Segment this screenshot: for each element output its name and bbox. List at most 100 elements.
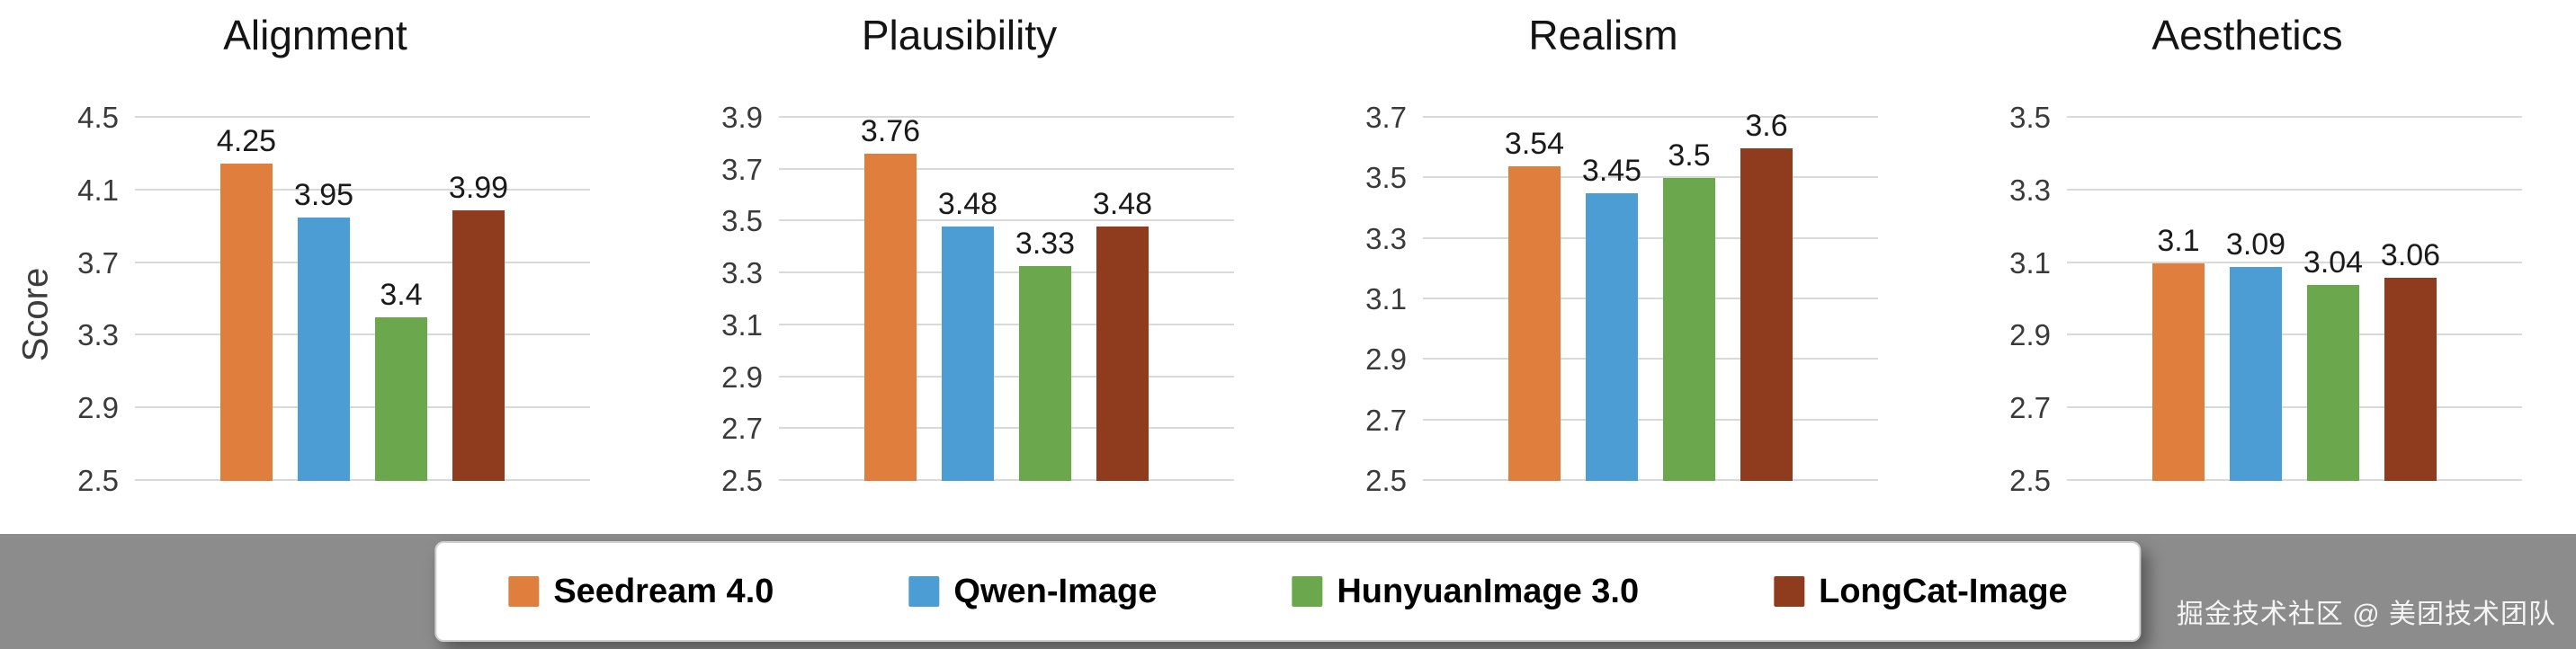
bar bbox=[2152, 262, 2205, 481]
legend-item-hunyuanimage-3-0: HunyuanImage 3.0 bbox=[1292, 573, 1639, 611]
bar-value-label: 3.09 bbox=[2225, 227, 2286, 262]
legend: Seedream 4.0 Qwen-Image HunyuanImage 3.0 Lo… bbox=[434, 541, 2142, 642]
chart-title: Aesthetics bbox=[2151, 12, 2343, 58]
legend-label: LongCat-Image bbox=[1819, 572, 2068, 610]
y-axis-tick-label: 2.7 bbox=[721, 412, 763, 446]
gridline bbox=[135, 188, 590, 191]
y-axis-tick-label: 2.5 bbox=[721, 464, 763, 497]
bar-qwen-image: 3.45 bbox=[1582, 118, 1641, 481]
plot-area: 3.1 3.09 3.04 3.06 bbox=[2067, 116, 2522, 481]
y-axis-tick-label: 3.3 bbox=[1365, 221, 1407, 255]
legend-item-qwen-image: Qwen-Image bbox=[908, 573, 1157, 611]
bar bbox=[864, 154, 917, 481]
bar-value-label: 3.1 bbox=[2157, 223, 2200, 258]
legend-label: HunyuanImage 3.0 bbox=[1337, 572, 1640, 610]
bar-group: 3.1 3.09 3.04 3.06 bbox=[2067, 118, 2522, 481]
bar-qwen-image: 3.95 bbox=[294, 118, 353, 481]
gridline bbox=[1423, 116, 1878, 118]
plot-area: 4.25 3.95 3.4 3.99 bbox=[135, 116, 590, 481]
y-axis-tick-label: 2.9 bbox=[2009, 318, 2051, 352]
plot-row: 2.5 2.7 2.9 3.1 3.3 3.5 3.7 3.9 3.76 3.48 3.33 3.48 bbox=[684, 102, 1234, 496]
y-axis-tick-label: 3.9 bbox=[721, 101, 763, 134]
bar-value-label: 3.45 bbox=[1581, 154, 1642, 189]
bar bbox=[942, 227, 994, 481]
gridline bbox=[779, 479, 1234, 481]
y-axis-tick-label: 3.7 bbox=[77, 245, 119, 280]
bar-hunyuanimage-3-0: 3.33 bbox=[1015, 118, 1075, 481]
legend-label: Seedream 4.0 bbox=[553, 572, 774, 610]
plot-row: 2.5 2.9 3.3 3.7 4.1 4.5 4.25 3.95 3.4 3.99 bbox=[40, 102, 590, 496]
y-axis-tick-label: 3.3 bbox=[721, 256, 763, 290]
gridline bbox=[779, 271, 1234, 274]
bar-group: 3.76 3.48 3.33 3.48 bbox=[779, 114, 1234, 481]
y-axis-tick-label: 2.5 bbox=[77, 464, 119, 497]
gridline bbox=[2067, 406, 2522, 409]
chart-panel-plausibility: Plausibility 2.5 2.7 2.9 3.1 3.3 3.5 3.7 3.9 3.76… bbox=[644, 0, 1288, 496]
y-axis-tick-label: 3.5 bbox=[1365, 161, 1407, 195]
chart-panel-realism: Realism 2.5 2.7 2.9 3.1 3.3 3.5 3.7 3.54 3.45 3.5 3… bbox=[1288, 0, 1932, 496]
bar-group: 4.25 3.95 3.4 3.99 bbox=[135, 118, 590, 481]
gridline bbox=[1423, 479, 1878, 481]
y-axis-tick-label: 3.1 bbox=[721, 307, 763, 342]
y-axis-tick-label: 3.1 bbox=[2009, 245, 2051, 280]
gridline bbox=[135, 333, 590, 336]
bar-value-label: 3.6 bbox=[1745, 108, 1788, 143]
bar-seedream-4-0: 4.25 bbox=[216, 118, 277, 481]
bar-longcat-image: 3.99 bbox=[448, 118, 509, 481]
legend-swatch bbox=[1292, 576, 1323, 607]
bar-value-label: 3.54 bbox=[1504, 126, 1565, 161]
y-axis-tick-label: 2.7 bbox=[1365, 403, 1407, 437]
watermark: 掘金技术社区 @ 美团技术团队 bbox=[2176, 600, 2556, 629]
bar-value-label: 3.04 bbox=[2303, 244, 2364, 280]
gridline bbox=[779, 167, 1234, 170]
gridline bbox=[779, 375, 1234, 378]
legend-label: Qwen-Image bbox=[953, 572, 1158, 610]
bar-seedream-4-0: 3.54 bbox=[1504, 118, 1565, 481]
gridline bbox=[135, 479, 590, 481]
y-axis-tick-label: 2.9 bbox=[1365, 342, 1407, 377]
bar-seedream-4-0: 3.76 bbox=[861, 114, 920, 481]
plot-area: 3.54 3.45 3.5 3.6 bbox=[1423, 109, 1878, 481]
plot-row: 2.5 2.7 2.9 3.1 3.3 3.5 3.7 3.54 3.45 3.5 3.6 bbox=[1328, 102, 1878, 496]
bar-value-label: 3.99 bbox=[448, 171, 509, 206]
gridline bbox=[779, 219, 1234, 222]
y-axis-tick-label: 3.3 bbox=[2009, 173, 2051, 207]
chart-title: Plausibility bbox=[861, 12, 1058, 58]
plot-area: 3.76 3.48 3.33 3.48 bbox=[779, 114, 1234, 481]
gridline bbox=[135, 406, 590, 409]
y-axis-tick-label: 3.7 bbox=[721, 152, 763, 186]
bar bbox=[220, 163, 273, 481]
bar-value-label: 3.48 bbox=[1092, 187, 1153, 222]
bar bbox=[298, 218, 350, 481]
gridline bbox=[2067, 333, 2522, 336]
legend-item-seedream-4-0: Seedream 4.0 bbox=[508, 573, 774, 611]
bar-value-label: 4.25 bbox=[216, 123, 277, 158]
bar bbox=[2230, 266, 2282, 481]
y-axis-tick-label: 2.9 bbox=[77, 391, 119, 425]
gridline bbox=[1423, 236, 1878, 239]
y-axis: 2.5 2.7 2.9 3.1 3.3 3.5 3.7 3.9 bbox=[684, 102, 779, 496]
legend-item-longcat-image: LongCat-Image bbox=[1774, 573, 2068, 611]
y-axis-tick-label: 3.3 bbox=[77, 318, 119, 352]
gridline bbox=[1423, 176, 1878, 179]
bar bbox=[375, 317, 427, 481]
bar-value-label: 3.48 bbox=[937, 187, 998, 222]
y-axis-tick-label: 4.5 bbox=[77, 101, 119, 134]
gridline bbox=[1423, 418, 1878, 421]
bar-hunyuanimage-3-0: 3.5 bbox=[1663, 118, 1715, 481]
bar-hunyuanimage-3-0: 3.4 bbox=[375, 118, 427, 481]
bar bbox=[2307, 284, 2359, 481]
chart-title: Alignment bbox=[223, 12, 407, 58]
bar-value-label: 3.95 bbox=[293, 178, 354, 213]
gridline bbox=[1423, 298, 1878, 299]
chart-title: Realism bbox=[1528, 12, 1678, 58]
legend-swatch bbox=[508, 576, 540, 607]
y-axis-tick-label: 2.7 bbox=[2009, 391, 2051, 425]
bar bbox=[1740, 147, 1793, 481]
gridline bbox=[2067, 479, 2522, 481]
gridline bbox=[779, 427, 1234, 430]
bar bbox=[1663, 178, 1715, 481]
bar-qwen-image: 3.09 bbox=[2226, 118, 2285, 481]
y-axis-tick-label: 2.5 bbox=[2009, 464, 2051, 497]
